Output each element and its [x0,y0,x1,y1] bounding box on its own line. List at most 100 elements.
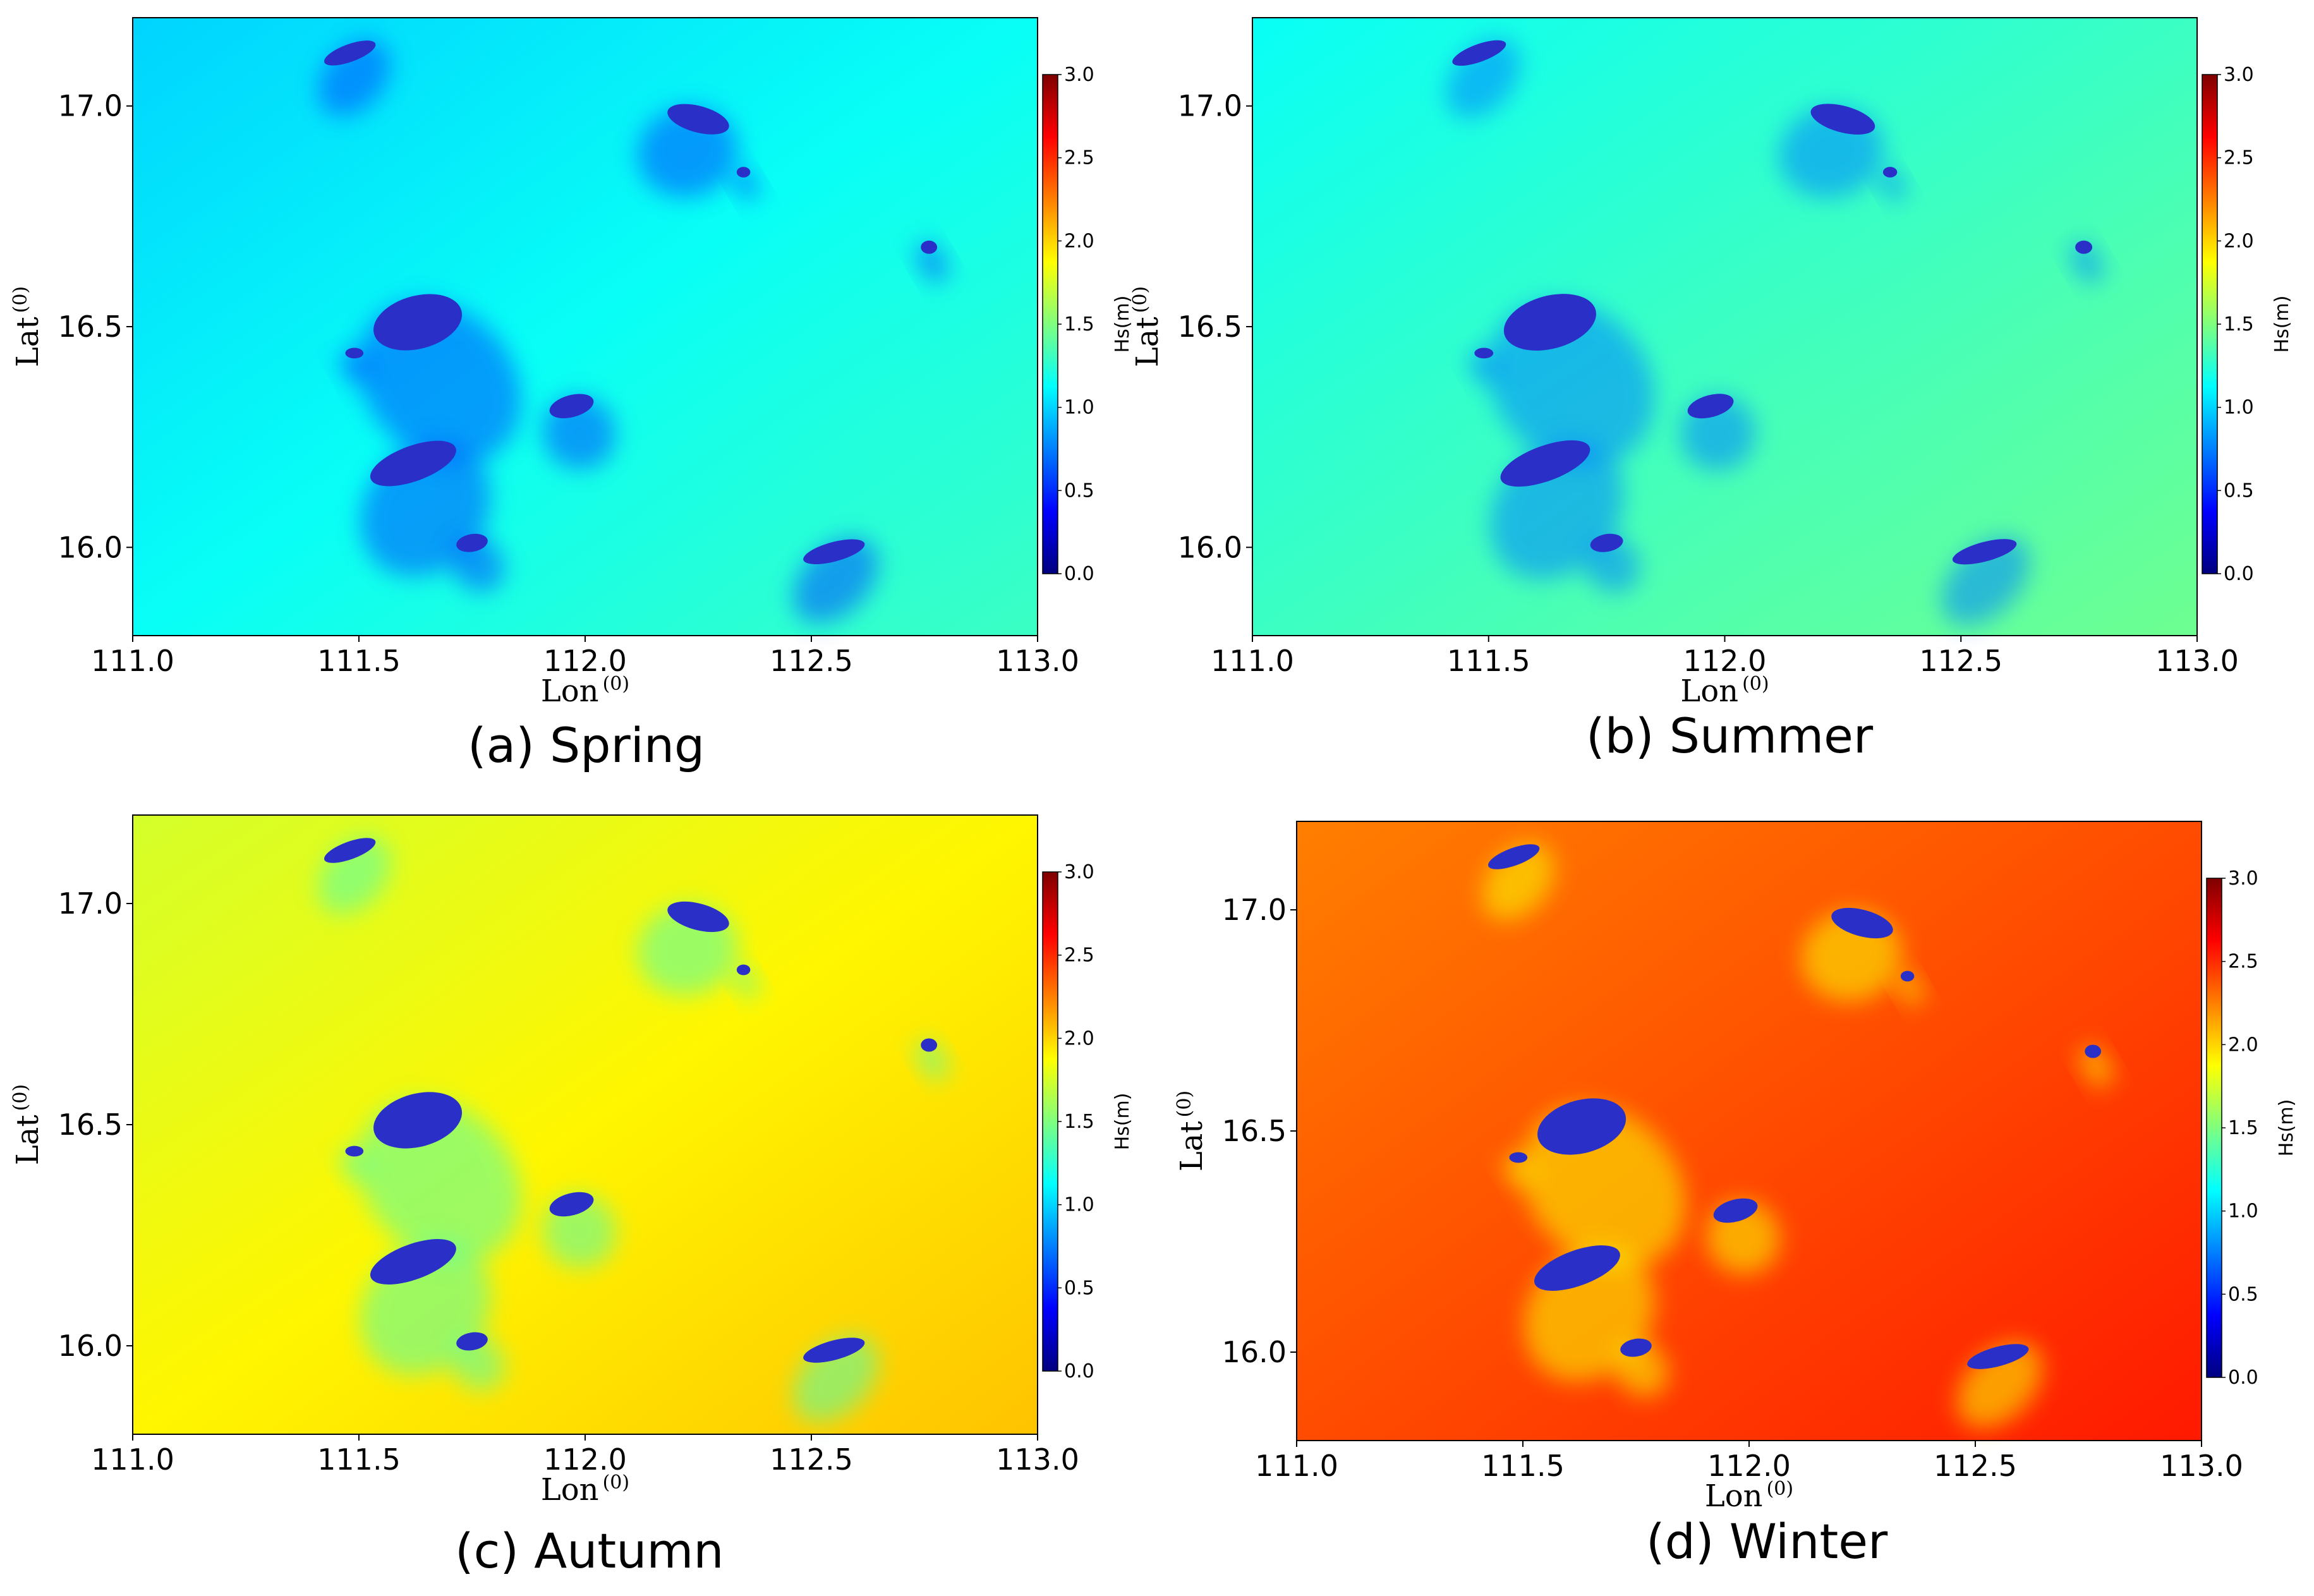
colorbar-tick-label: 2.5 [1064,147,1094,169]
island-mark [1503,294,1596,351]
island-mark [1810,104,1875,135]
y-axis-label: Lat(0) [1129,286,1165,367]
x-tick-label: 111.5 [1447,644,1530,678]
colorbar-tick-label: 0.0 [2228,1367,2258,1389]
island-mark [373,294,463,351]
map-area [1297,821,2202,1441]
x-tick-label: 111.0 [91,644,174,678]
island-mark [1713,1198,1758,1223]
x-tick-label: 112.0 [1683,644,1767,678]
colorbar-tick-label: 0.5 [1064,480,1094,502]
island-mark [1687,394,1734,419]
panel-autumn: 111.0 111.5 112.0 112.5 113.0 16.0 16.5 17.0 Lon… [9,814,1134,1579]
colorbar-tick-label: 2.0 [2228,1034,2258,1056]
island-mark [324,838,376,863]
island-mark [1882,167,1898,178]
x-tick-label: 113.0 [2160,1449,2243,1483]
colorbar-tick-label: 3.0 [2224,64,2254,86]
x-tick-label: 112.5 [1919,644,2002,678]
colorbar [1042,74,1058,574]
panel-caption-autumn: (c) Autumn [455,1523,724,1579]
island-mark [803,1338,865,1363]
x-tick-label: 111.5 [317,644,401,678]
colorbar-tick-label: 1.0 [1064,1194,1094,1216]
map-svg-spring: 111.0 111.5 112.0 112.5 113.0 16.0 16.5 17.0 Lon… [9,17,1134,709]
x-tick-label: 112.0 [543,1442,627,1477]
colorbar-tick-label: 1.0 [2228,1200,2258,1223]
x-tick-label: 112.5 [770,644,853,678]
island-mark [370,440,456,487]
x-tick-label: 112.0 [1707,1449,1791,1483]
wave-shadow [1504,1153,1536,1188]
island-mark [345,1146,364,1157]
y-tick-label: 16.5 [1222,1114,1287,1148]
colorbar-tick-label: 2.0 [1064,1027,1094,1049]
island-mark [370,1239,456,1285]
island-mark [1620,1338,1652,1357]
colorbar-label: Hs(m) [2275,1099,2298,1157]
island-mark [667,901,729,933]
island-mark [736,964,751,976]
island-mark [1590,533,1623,552]
island-mark [1509,1152,1528,1163]
colorbar-tick-label: 1.5 [2228,1117,2258,1139]
island-mark [736,167,751,178]
island-mark [2075,240,2093,254]
colorbar-tick-label: 2.5 [2224,147,2254,169]
island-mark [667,104,729,135]
colorbar-label: Hs(m) [1112,296,1134,353]
map-area [133,18,1038,636]
island-mark [456,1332,488,1351]
panel-caption-summer: (b) Summer [1586,708,1874,764]
island-mark [1900,970,1915,982]
x-tick-label: 111.0 [1211,644,1294,678]
y-tick-label: 17.0 [58,886,123,921]
map-svg-autumn: 111.0 111.5 112.0 112.5 113.016.016.517.0Lon… [9,814,1134,1508]
panel-caption-spring: (a) Spring [468,717,705,773]
y-tick-label: 17.0 [1222,893,1287,927]
x-tick-label: 111.0 [91,1442,174,1477]
panel-caption-winter: (d) Winter [1646,1513,1888,1569]
colorbar-tick-label: 2.0 [1064,230,1094,252]
y-tick-label: 16.5 [58,310,123,344]
colorbar [2206,878,2222,1378]
island-mark [803,539,865,564]
x-tick-label: 111.0 [1255,1449,1338,1483]
x-tick-label: 111.5 [1481,1449,1565,1483]
island-mark [345,348,364,359]
colorbar-tick-label: 1.5 [1064,1111,1094,1133]
x-tick-label: 113.0 [2155,644,2239,678]
colorbar [2202,74,2218,574]
map-area [1252,18,2197,636]
x-tick-label: 112.5 [1934,1449,2017,1483]
colorbar-tick-label: 3.0 [2228,868,2258,890]
island-mark [324,40,376,66]
x-tick-label: 113.0 [996,644,1079,678]
y-tick-label: 16.0 [1222,1335,1287,1369]
y-axis-label: Lat(0) [1173,1091,1209,1171]
island-mark [1452,40,1506,66]
panel-summer: 111.0 111.5 112.0 112.5 113.0 16.0 16.5 17.0 Lon… [1129,17,2293,764]
colorbar-tick-label: 1.5 [2224,313,2254,336]
colorbar [1042,871,1058,1372]
wave-shadow [1469,348,1501,384]
colorbar-tick-label: 2.5 [1064,945,1094,967]
colorbar-tick-label: 0.0 [1064,563,1094,585]
colorbar-tick-label: 1.0 [2224,397,2254,419]
panel-spring: 111.0 111.5 112.0 112.5 113.0 16.0 16.5 17.0 Lon… [0,0,1157,798]
colorbar-tick-label: 2.0 [2224,230,2254,252]
colorbar-label: Hs(m) [1112,1093,1134,1151]
y-tick-label: 16.5 [58,1108,123,1142]
island-mark [1831,907,1893,939]
colorbar-tick-label: 2.5 [2228,951,2258,973]
y-tick-label: 17.0 [1178,89,1242,123]
colorbar-tick-label: 0.5 [2224,480,2254,502]
map-area [133,815,1038,1434]
island-mark [1500,440,1590,487]
map-svg-summer: 111.0 111.5 112.0 112.5 113.0 16.0 16.5 17.0 Lon… [1129,17,2293,709]
island-mark [1967,1344,2029,1369]
y-tick-label: 16.5 [1178,310,1242,344]
y-axis-label: Lat(0) [9,286,45,367]
colorbar-tick-label: 0.0 [1064,1360,1094,1382]
colorbar-tick-label: 0.0 [2224,563,2254,585]
